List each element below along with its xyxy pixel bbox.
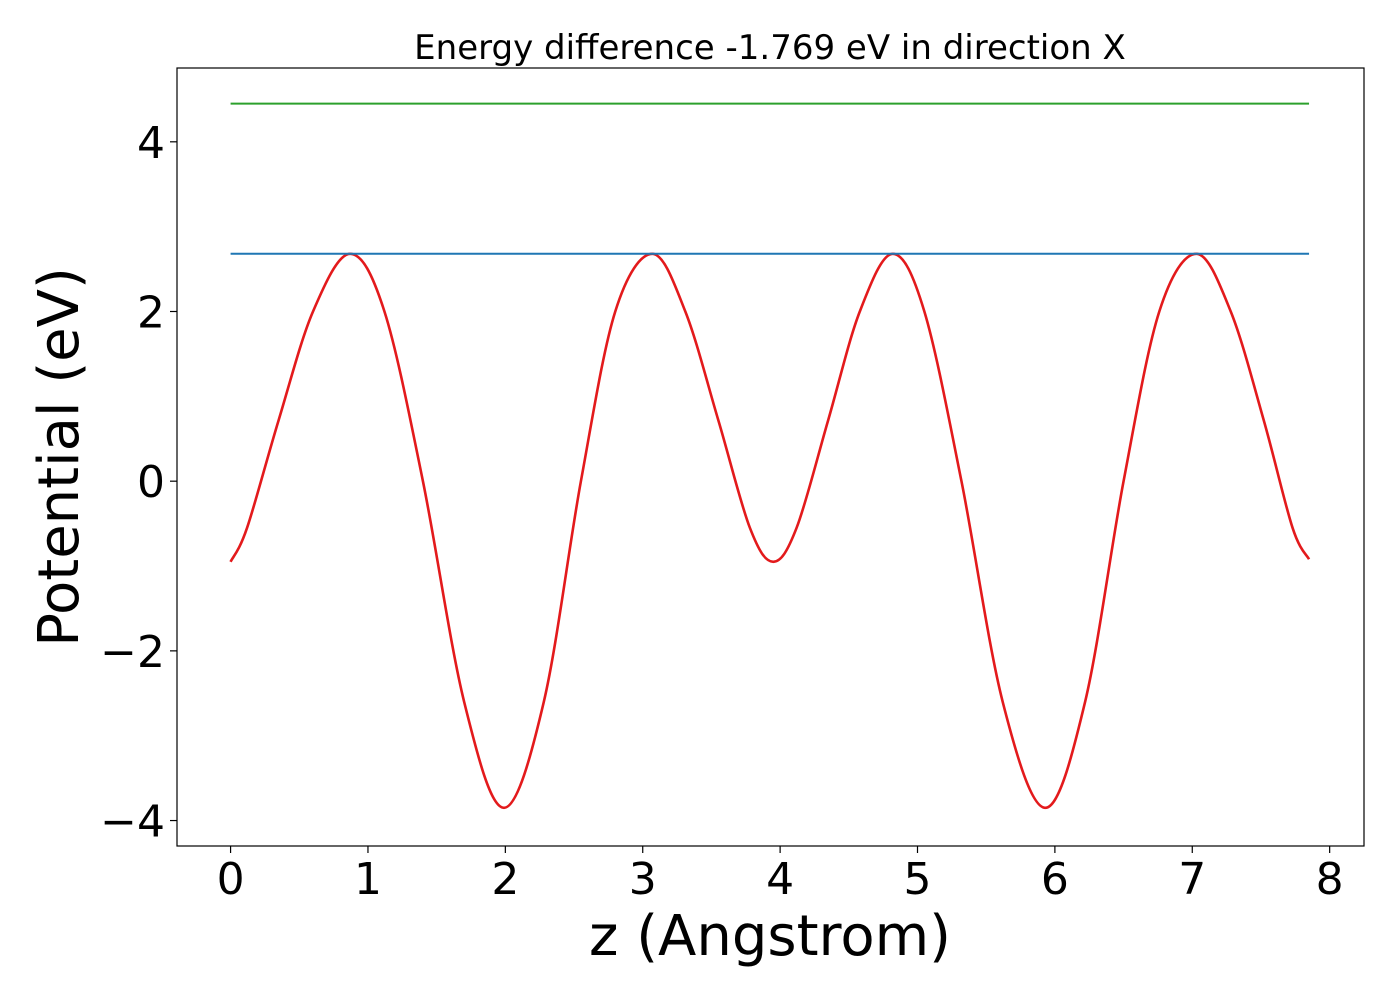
x-tick-label: 8 <box>1316 854 1344 905</box>
chart-title: Energy difference -1.769 eV in direction… <box>414 28 1126 68</box>
axes-frame <box>176 67 1365 847</box>
x-tick-label: 1 <box>354 854 382 905</box>
y-tick-label: 0 <box>137 457 165 508</box>
y-axis-ticks: −4 −2 0 2 4 <box>100 118 177 848</box>
x-tick-label: 3 <box>629 854 657 905</box>
x-tick-label: 7 <box>1178 854 1206 905</box>
x-tick-label: 2 <box>491 854 519 905</box>
x-axis-ticks: 0 1 2 3 4 5 6 7 8 <box>217 846 1344 905</box>
x-tick-label: 0 <box>217 854 245 905</box>
series-curve-0 <box>229 252 1311 810</box>
y-tick-label: 2 <box>137 287 165 338</box>
y-axis-label: Potential (eV) <box>27 267 92 647</box>
x-axis-label: z (Angstrom) <box>589 904 951 969</box>
x-tick-label: 4 <box>766 854 794 905</box>
x-tick-label: 6 <box>1041 854 1069 905</box>
y-tick-label: −2 <box>100 627 165 678</box>
y-tick-label: −4 <box>100 797 165 848</box>
x-tick-label: 5 <box>904 854 932 905</box>
plot-area <box>229 102 1311 810</box>
y-tick-label: 4 <box>137 118 165 169</box>
